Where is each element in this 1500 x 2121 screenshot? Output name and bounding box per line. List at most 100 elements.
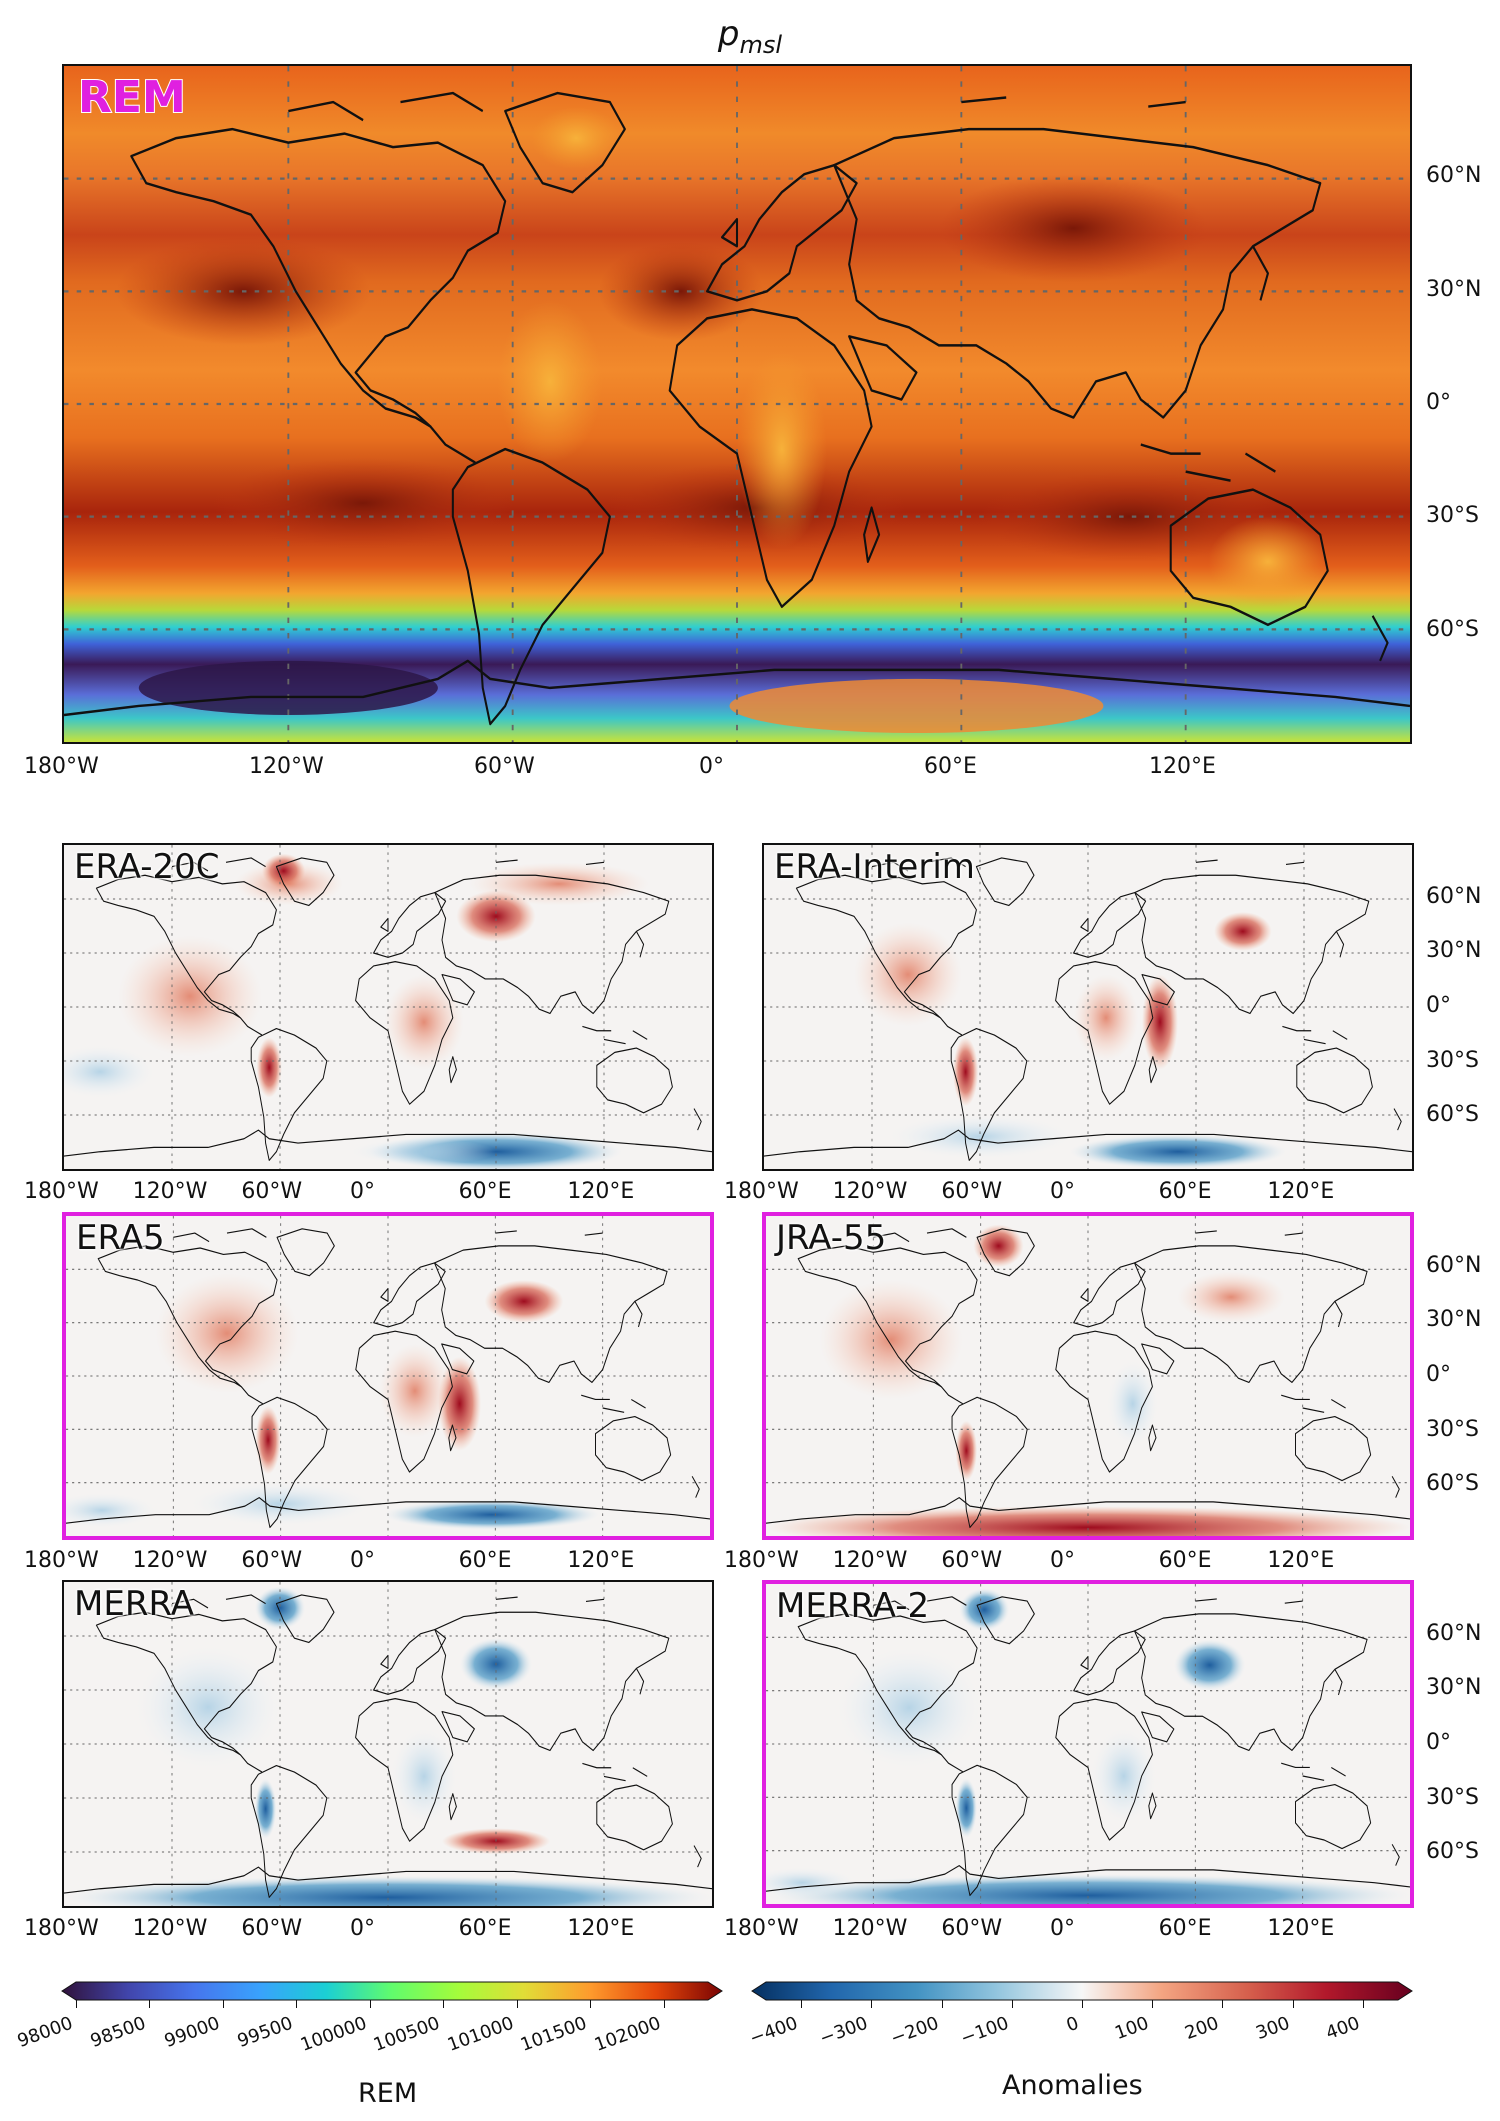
small-lon-tick: 180°W	[24, 1179, 99, 1204]
small-lon-tick: 120°E	[567, 1916, 635, 1941]
colorbar-tick-label: −300	[817, 2012, 871, 2050]
small-lon-tick: 180°W	[724, 1916, 799, 1941]
small-lon-tick: 60°W	[941, 1179, 1003, 1204]
colorbar-tick-mark	[801, 2000, 803, 2008]
small-lon-tick: 180°W	[24, 1548, 99, 1573]
anomaly-panel-merra-2: MERRA-2	[762, 1580, 1414, 1908]
main-lat-tick: 30°S	[1426, 503, 1479, 529]
anomaly-panel-label: MERRA	[74, 1584, 194, 1624]
small-lat-tick: 30°S	[1426, 1047, 1479, 1073]
main-lon-tick: 180°W	[24, 754, 99, 779]
small-lon-tick: 120°E	[567, 1179, 635, 1204]
small-lat-tick: 30°N	[1426, 1675, 1482, 1701]
colorbar-tick-label: 400	[1322, 2012, 1363, 2045]
rem-colorbar-title: REM	[358, 2078, 418, 2109]
colorbar-tick-mark	[443, 2000, 445, 2008]
small-lat-tick: 0°	[1426, 1730, 1451, 1755]
colorbar-tick-mark	[296, 2000, 298, 2008]
small-lon-tick: 60°E	[458, 1179, 512, 1204]
small-lon-tick: 120°W	[832, 1548, 908, 1573]
small-lon-tick: 0°	[350, 1548, 375, 1573]
colorbar-tick-label: 100000	[297, 2012, 370, 2056]
small-lat-tick: 60°N	[1426, 1252, 1482, 1278]
small-lon-tick: 0°	[1050, 1916, 1075, 1941]
anomaly-map	[764, 845, 1412, 1169]
anomaly-panel-label: ERA-Interim	[774, 847, 975, 887]
colorbar-tick-label: 99000	[161, 2012, 223, 2052]
anomaly-panel-era-20c: ERA-20C	[62, 843, 714, 1171]
colorbar-tick-mark	[516, 2000, 518, 2008]
colorbar-tick-mark	[1222, 2000, 1224, 2008]
colorbar-tick-label: 0	[1063, 2012, 1082, 2037]
small-lon-tick: 120°E	[567, 1548, 635, 1573]
colorbar-tick-mark	[1292, 2000, 1294, 2008]
colorbar-tick-label: 98500	[88, 2012, 150, 2052]
colorbar-tick-mark	[590, 2000, 592, 2008]
colorbar-tick-mark	[663, 2000, 665, 2008]
colorbar-tick-label: 101500	[518, 2012, 590, 2056]
small-lon-tick: 60°E	[1158, 1916, 1212, 1941]
main-lon-tick: 120°W	[249, 754, 324, 779]
small-lon-tick: 60°E	[458, 1548, 512, 1573]
anomaly-panel-label: JRA-55	[776, 1218, 887, 1258]
anomaly-panel-label: ERA5	[76, 1218, 165, 1258]
small-lat-tick: 30°N	[1426, 938, 1482, 964]
small-lon-tick: 120°E	[1267, 1548, 1335, 1573]
small-lon-tick: 0°	[1050, 1548, 1075, 1573]
small-lon-tick: 60°W	[941, 1916, 1003, 1941]
colorbar-tick-label: −100	[957, 2012, 1012, 2050]
small-lat-tick: 60°N	[1426, 1620, 1482, 1646]
anomaly-map	[64, 845, 712, 1169]
rem-colorbar	[61, 1981, 723, 2001]
anomaly-map	[766, 1216, 1410, 1536]
small-lat-tick: 60°S	[1426, 1839, 1479, 1865]
rem-colorbar-bar	[61, 1981, 723, 2001]
colorbar-tick-mark	[1152, 2000, 1154, 2008]
small-lon-tick: 120°W	[132, 1179, 208, 1204]
small-lon-tick: 180°W	[724, 1548, 799, 1573]
colorbar-tick-label: 100500	[371, 2012, 444, 2056]
small-lon-tick: 180°W	[24, 1916, 99, 1941]
anomaly-colorbar-bar	[751, 1981, 1413, 2001]
small-lon-tick: 60°W	[241, 1916, 303, 1941]
colorbar-tick-label: −400	[747, 2012, 801, 2050]
figure-title: pmsl	[0, 14, 1500, 59]
small-lat-tick: 0°	[1426, 993, 1451, 1018]
small-lat-tick: 0°	[1426, 1362, 1451, 1387]
small-lon-tick: 120°W	[832, 1916, 908, 1941]
rem-map	[64, 66, 1410, 742]
colorbar-tick-label: −200	[887, 2012, 942, 2050]
colorbar-tick-label: 102000	[591, 2012, 664, 2056]
anomaly-panel-label: ERA-20C	[74, 847, 220, 887]
title-subscript: msl	[739, 30, 783, 59]
colorbar-tick-label: 300	[1252, 2012, 1293, 2045]
small-lon-tick: 60°E	[1158, 1179, 1212, 1204]
anomaly-panel-label: MERRA-2	[776, 1586, 930, 1626]
anomaly-map	[64, 1582, 712, 1906]
small-lon-tick: 0°	[350, 1916, 375, 1941]
small-lat-tick: 30°N	[1426, 1307, 1482, 1333]
colorbar-tick-mark	[871, 2000, 873, 2008]
small-lon-tick: 60°W	[941, 1548, 1003, 1573]
colorbar-tick-mark	[149, 2000, 151, 2008]
small-lon-tick: 0°	[1050, 1179, 1075, 1204]
colorbar-tick-label: 200	[1182, 2012, 1223, 2045]
small-lon-tick: 0°	[350, 1179, 375, 1204]
title-base: p	[717, 14, 740, 54]
anomaly-colorbar-title: Anomalies	[1002, 2070, 1143, 2101]
anomaly-panel-merra: MERRA	[62, 1580, 714, 1908]
small-lon-tick: 120°W	[132, 1916, 208, 1941]
small-lat-tick: 30°S	[1426, 1416, 1479, 1442]
small-lat-tick: 60°S	[1426, 1102, 1479, 1128]
small-lat-tick: 60°N	[1426, 883, 1482, 909]
main-lat-tick: 30°N	[1426, 276, 1482, 302]
small-lon-tick: 60°E	[1158, 1548, 1212, 1573]
colorbar-tick-mark	[1082, 2000, 1083, 2008]
rem-map-panel: REM	[62, 64, 1412, 744]
colorbar-tick-label: 98000	[14, 2012, 76, 2052]
small-lon-tick: 120°W	[132, 1548, 208, 1573]
main-lon-tick: 0°	[699, 754, 724, 779]
small-lon-tick: 180°W	[724, 1179, 799, 1204]
colorbar-tick-label: 100	[1112, 2012, 1152, 2045]
small-lon-tick: 60°W	[241, 1548, 303, 1573]
